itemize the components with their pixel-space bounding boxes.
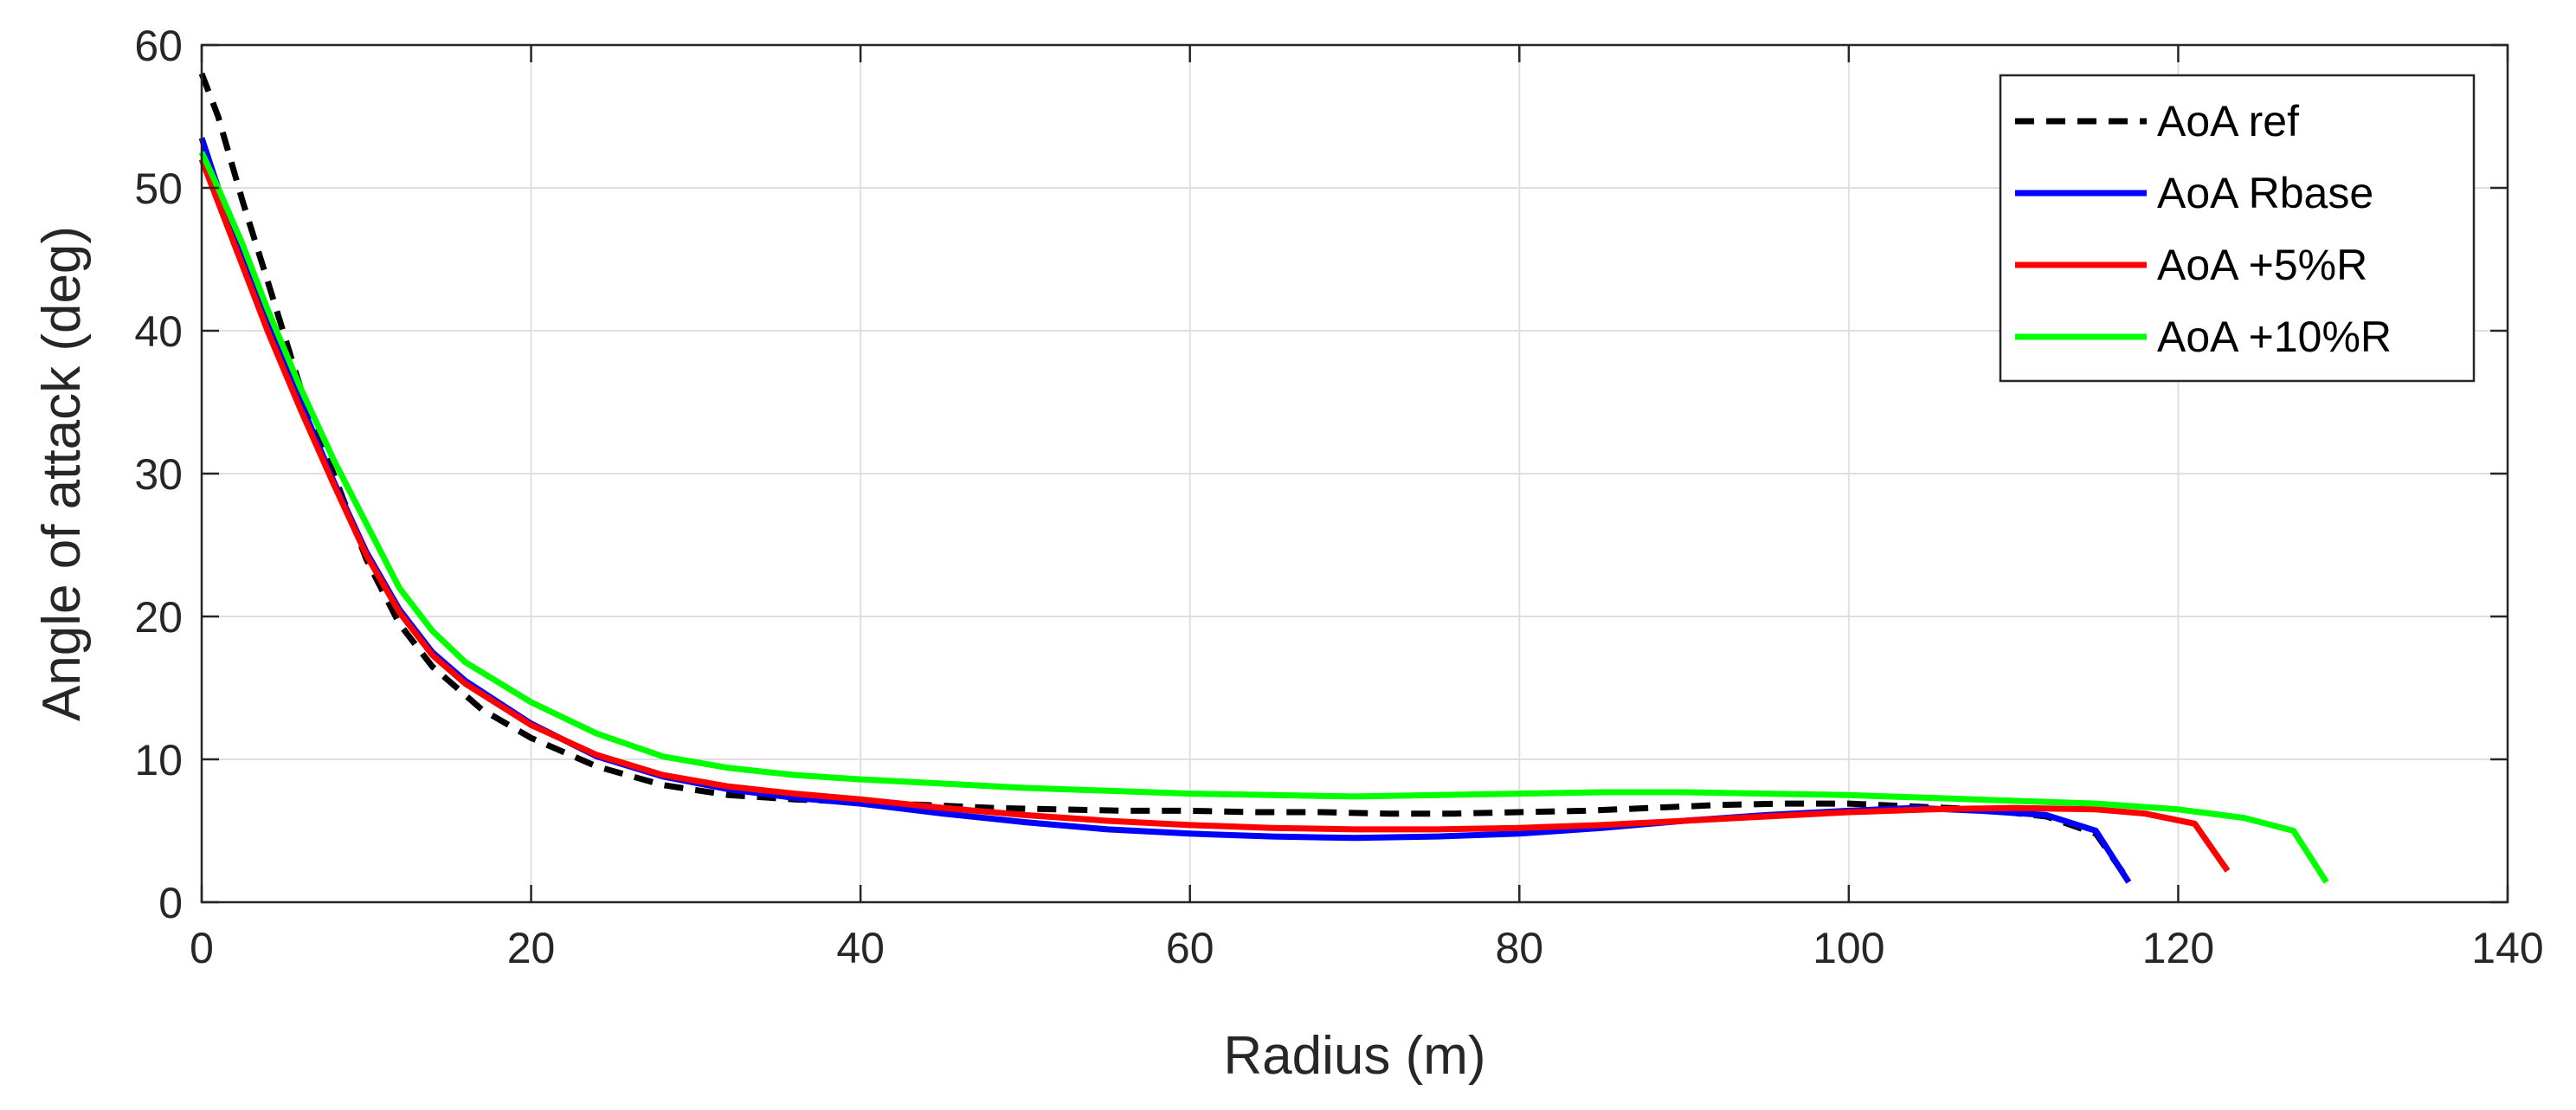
legend-box [1999, 74, 2476, 383]
legend-label-1: AoA Rbase [2157, 169, 2373, 217]
x-tick-label: 80 [1495, 924, 1543, 972]
y-tick-label: 10 [134, 736, 183, 784]
legend-label-3: AoA +10%R [2157, 313, 2392, 361]
x-tick-label: 0 [190, 924, 214, 972]
y-tick-label: 0 [158, 879, 183, 927]
y-tick-label: 20 [134, 593, 183, 642]
y-tick-label: 50 [134, 165, 183, 213]
series-line-0 [198, 72, 2132, 883]
x-axis-label: Radius (m) [1223, 1026, 1485, 1086]
x-tick-label: 20 [507, 924, 556, 972]
series-line-3 [198, 151, 2329, 884]
series-layer [198, 72, 2329, 884]
y-axis-label: Angle of attack (deg) [32, 226, 92, 721]
axes [200, 43, 2509, 904]
legend: AoA ref AoA Rbase AoA +5%R AoA +10%R [1999, 74, 2476, 383]
series-line-2 [198, 158, 2231, 873]
x-tick-label: 100 [1813, 924, 1884, 972]
x-tick-label: 140 [2471, 924, 2543, 972]
y-tick-label: 60 [134, 22, 183, 70]
tick-labels: 0 20 40 60 80 100 120 140 0 10 20 30 40 50 60 [134, 22, 2543, 972]
x-tick-label: 120 [2142, 924, 2214, 972]
y-tick-label: 40 [134, 307, 183, 356]
legend-label-2: AoA +5%R [2157, 241, 2367, 289]
x-tick-label: 40 [836, 924, 885, 972]
legend-label-0: AoA ref [2157, 97, 2299, 145]
x-tick-label: 60 [1166, 924, 1214, 972]
y-tick-label: 30 [134, 450, 183, 499]
